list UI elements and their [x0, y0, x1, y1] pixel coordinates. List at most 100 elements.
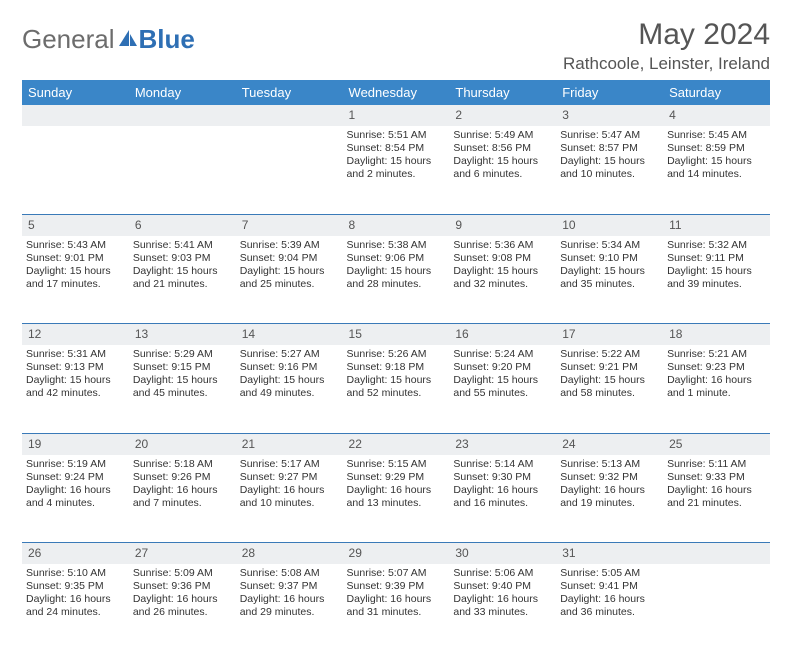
daynum-row: 19202122232425 — [22, 433, 770, 455]
day-number: 6 — [129, 214, 236, 236]
daylight-text: and 17 minutes. — [26, 278, 125, 291]
brand-part2: Blue — [139, 24, 195, 55]
dow-header: Sunday — [22, 80, 129, 105]
sunset-text: Sunset: 9:36 PM — [133, 580, 232, 593]
day-number: 27 — [129, 543, 236, 565]
daynum-row: 1234 — [22, 105, 770, 126]
location-subtitle: Rathcoole, Leinster, Ireland — [563, 54, 770, 74]
sunrise-text: Sunrise: 5:32 AM — [667, 239, 766, 252]
sunrise-text: Sunrise: 5:51 AM — [347, 129, 446, 142]
day-number: 17 — [556, 324, 663, 346]
sunset-text: Sunset: 9:40 PM — [453, 580, 552, 593]
daylight-text: and 26 minutes. — [133, 606, 232, 619]
daylight-text: Daylight: 15 hours — [667, 155, 766, 168]
sunrise-text: Sunrise: 5:38 AM — [347, 239, 446, 252]
daylight-text: Daylight: 15 hours — [453, 374, 552, 387]
day-number: 14 — [236, 324, 343, 346]
dow-header: Monday — [129, 80, 236, 105]
day-cell — [22, 126, 129, 214]
brand-part1: General — [22, 24, 115, 55]
day-cell: Sunrise: 5:07 AMSunset: 9:39 PMDaylight:… — [343, 564, 450, 652]
day-cell: Sunrise: 5:22 AMSunset: 9:21 PMDaylight:… — [556, 345, 663, 433]
daylight-text: and 10 minutes. — [560, 168, 659, 181]
day-cell: Sunrise: 5:17 AMSunset: 9:27 PMDaylight:… — [236, 455, 343, 543]
day-cell: Sunrise: 5:39 AMSunset: 9:04 PMDaylight:… — [236, 236, 343, 324]
day-cell: Sunrise: 5:26 AMSunset: 9:18 PMDaylight:… — [343, 345, 450, 433]
daylight-text: and 16 minutes. — [453, 497, 552, 510]
sunset-text: Sunset: 9:23 PM — [667, 361, 766, 374]
daylight-text: and 49 minutes. — [240, 387, 339, 400]
day-number — [22, 105, 129, 126]
sunrise-text: Sunrise: 5:21 AM — [667, 348, 766, 361]
sunrise-text: Sunrise: 5:34 AM — [560, 239, 659, 252]
daylight-text: and 24 minutes. — [26, 606, 125, 619]
daylight-text: Daylight: 16 hours — [453, 593, 552, 606]
sunrise-text: Sunrise: 5:27 AM — [240, 348, 339, 361]
day-cell: Sunrise: 5:43 AMSunset: 9:01 PMDaylight:… — [22, 236, 129, 324]
daylight-text: Daylight: 16 hours — [26, 593, 125, 606]
sunset-text: Sunset: 8:57 PM — [560, 142, 659, 155]
sunset-text: Sunset: 9:35 PM — [26, 580, 125, 593]
sunrise-text: Sunrise: 5:36 AM — [453, 239, 552, 252]
sunrise-text: Sunrise: 5:09 AM — [133, 567, 232, 580]
sunrise-text: Sunrise: 5:18 AM — [133, 458, 232, 471]
day-number: 20 — [129, 433, 236, 455]
day-cell: Sunrise: 5:21 AMSunset: 9:23 PMDaylight:… — [663, 345, 770, 433]
day-number: 21 — [236, 433, 343, 455]
daylight-text: Daylight: 15 hours — [347, 374, 446, 387]
dow-header: Thursday — [449, 80, 556, 105]
title-block: May 2024 Rathcoole, Leinster, Ireland — [563, 18, 770, 74]
day-cell: Sunrise: 5:19 AMSunset: 9:24 PMDaylight:… — [22, 455, 129, 543]
day-number: 31 — [556, 543, 663, 565]
day-cell: Sunrise: 5:14 AMSunset: 9:30 PMDaylight:… — [449, 455, 556, 543]
sunset-text: Sunset: 9:13 PM — [26, 361, 125, 374]
daylight-text: and 52 minutes. — [347, 387, 446, 400]
sunrise-text: Sunrise: 5:47 AM — [560, 129, 659, 142]
daylight-text: Daylight: 16 hours — [133, 593, 232, 606]
daylight-text: and 42 minutes. — [26, 387, 125, 400]
daylight-text: Daylight: 15 hours — [347, 155, 446, 168]
sunset-text: Sunset: 9:39 PM — [347, 580, 446, 593]
daylight-text: and 39 minutes. — [667, 278, 766, 291]
daylight-text: and 2 minutes. — [347, 168, 446, 181]
dow-header: Wednesday — [343, 80, 450, 105]
day-cell: Sunrise: 5:51 AMSunset: 8:54 PMDaylight:… — [343, 126, 450, 214]
day-cell: Sunrise: 5:10 AMSunset: 9:35 PMDaylight:… — [22, 564, 129, 652]
day-cell — [129, 126, 236, 214]
sunrise-text: Sunrise: 5:26 AM — [347, 348, 446, 361]
day-cell: Sunrise: 5:06 AMSunset: 9:40 PMDaylight:… — [449, 564, 556, 652]
sunrise-text: Sunrise: 5:19 AM — [26, 458, 125, 471]
brand-logo: General Blue — [22, 24, 195, 55]
sunset-text: Sunset: 9:16 PM — [240, 361, 339, 374]
daynum-row: 262728293031 — [22, 543, 770, 565]
sunset-text: Sunset: 9:29 PM — [347, 471, 446, 484]
daylight-text: Daylight: 15 hours — [453, 265, 552, 278]
sunrise-text: Sunrise: 5:07 AM — [347, 567, 446, 580]
daylight-text: Daylight: 15 hours — [560, 374, 659, 387]
day-number: 28 — [236, 543, 343, 565]
day-cell: Sunrise: 5:45 AMSunset: 8:59 PMDaylight:… — [663, 126, 770, 214]
daynum-row: 12131415161718 — [22, 324, 770, 346]
sunrise-text: Sunrise: 5:39 AM — [240, 239, 339, 252]
sunset-text: Sunset: 9:33 PM — [667, 471, 766, 484]
day-cell: Sunrise: 5:36 AMSunset: 9:08 PMDaylight:… — [449, 236, 556, 324]
sunrise-text: Sunrise: 5:08 AM — [240, 567, 339, 580]
daynum-row: 567891011 — [22, 214, 770, 236]
day-number: 7 — [236, 214, 343, 236]
daylight-text: Daylight: 16 hours — [26, 484, 125, 497]
day-number: 15 — [343, 324, 450, 346]
daylight-text: Daylight: 16 hours — [453, 484, 552, 497]
day-cell — [663, 564, 770, 652]
day-cell: Sunrise: 5:41 AMSunset: 9:03 PMDaylight:… — [129, 236, 236, 324]
sunrise-text: Sunrise: 5:13 AM — [560, 458, 659, 471]
sunrise-text: Sunrise: 5:10 AM — [26, 567, 125, 580]
sunset-text: Sunset: 9:27 PM — [240, 471, 339, 484]
daylight-text: and 14 minutes. — [667, 168, 766, 181]
day-number: 29 — [343, 543, 450, 565]
daylight-text: Daylight: 16 hours — [240, 484, 339, 497]
sunrise-text: Sunrise: 5:24 AM — [453, 348, 552, 361]
day-number: 12 — [22, 324, 129, 346]
daylight-text: Daylight: 15 hours — [133, 374, 232, 387]
day-number: 1 — [343, 105, 450, 126]
day-number: 2 — [449, 105, 556, 126]
